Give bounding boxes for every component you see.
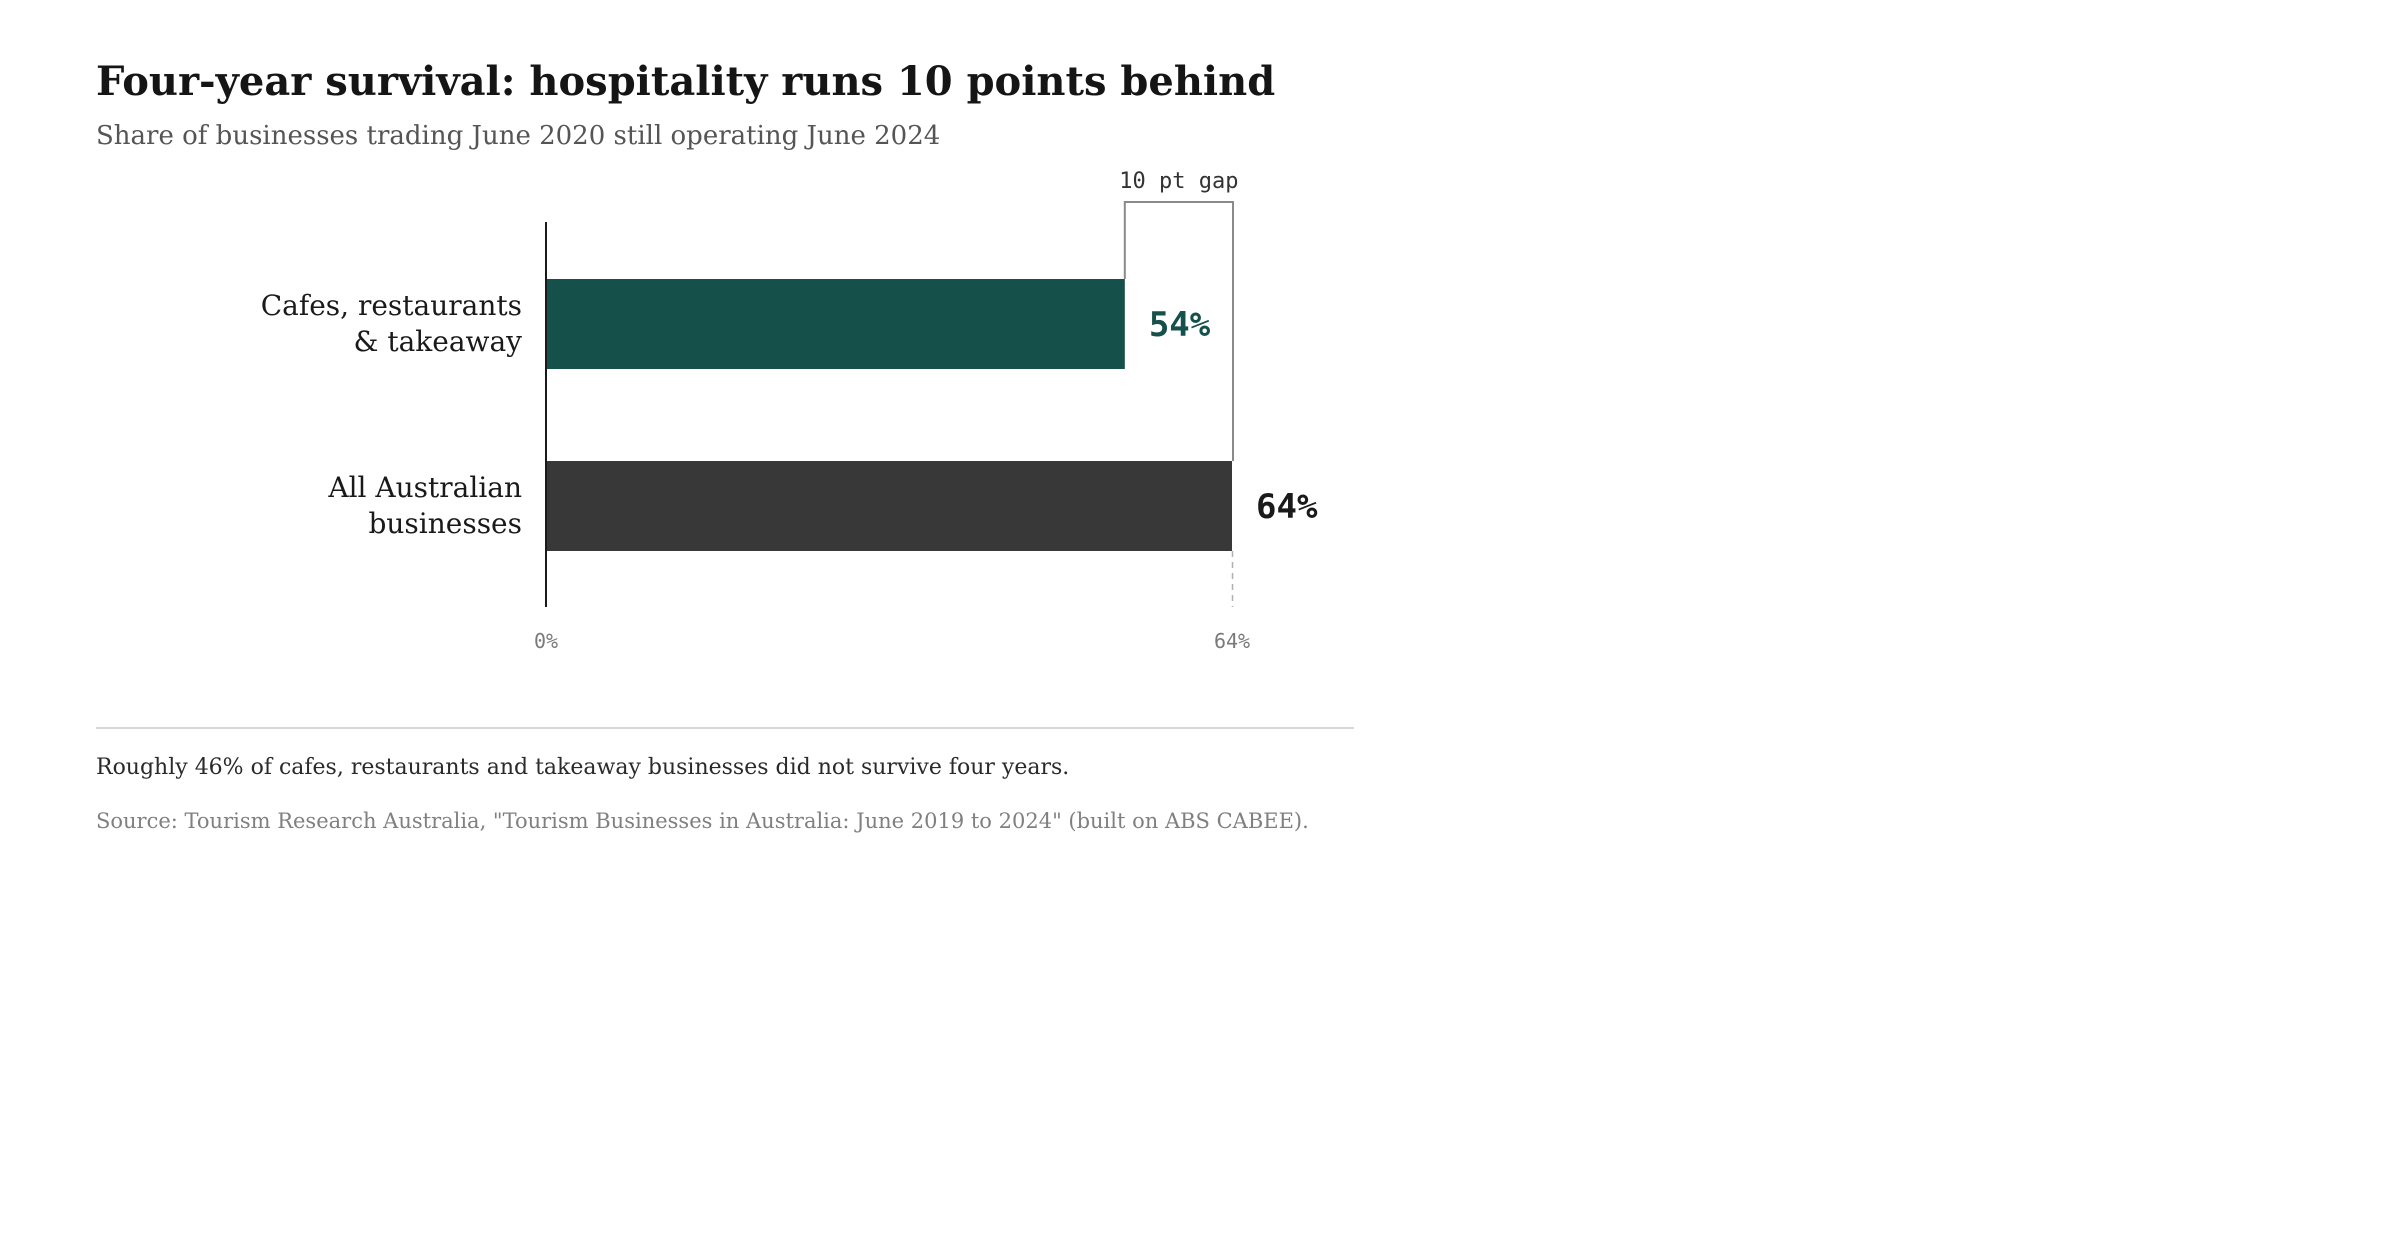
gap-annotation-label: 10 pt gap — [1119, 169, 1238, 194]
category-label-0-line-1: & takeaway — [354, 325, 523, 358]
category-label-1-line-0: All Australian — [327, 471, 522, 504]
chart-subtitle: Share of businesses trading June 2020 st… — [96, 121, 941, 151]
bar-chart: 10 pt gap 54% 64% Cafes, restaurants& takea… — [261, 169, 1318, 653]
source-note: Source: Tourism Research Australia, "Tou… — [96, 809, 1309, 833]
footer-divider — [96, 727, 1354, 729]
category-label-1-line-1: businesses — [368, 507, 522, 540]
value-label-1: 64% — [1256, 487, 1318, 527]
footnote: Roughly 46% of cafes, restaurants and ta… — [96, 755, 1070, 780]
chart-title: Four-year survival: hospitality runs 10 … — [96, 58, 1276, 105]
x-tick-label-0: 0% — [534, 629, 558, 653]
category-label-0-line-0: Cafes, restaurants — [261, 289, 522, 322]
bar-1 — [546, 461, 1232, 551]
gap-bracket — [1123, 201, 1234, 461]
bar-0 — [546, 279, 1125, 369]
value-label-0: 54% — [1149, 305, 1211, 345]
x-tick-label-1: 64% — [1214, 629, 1250, 653]
